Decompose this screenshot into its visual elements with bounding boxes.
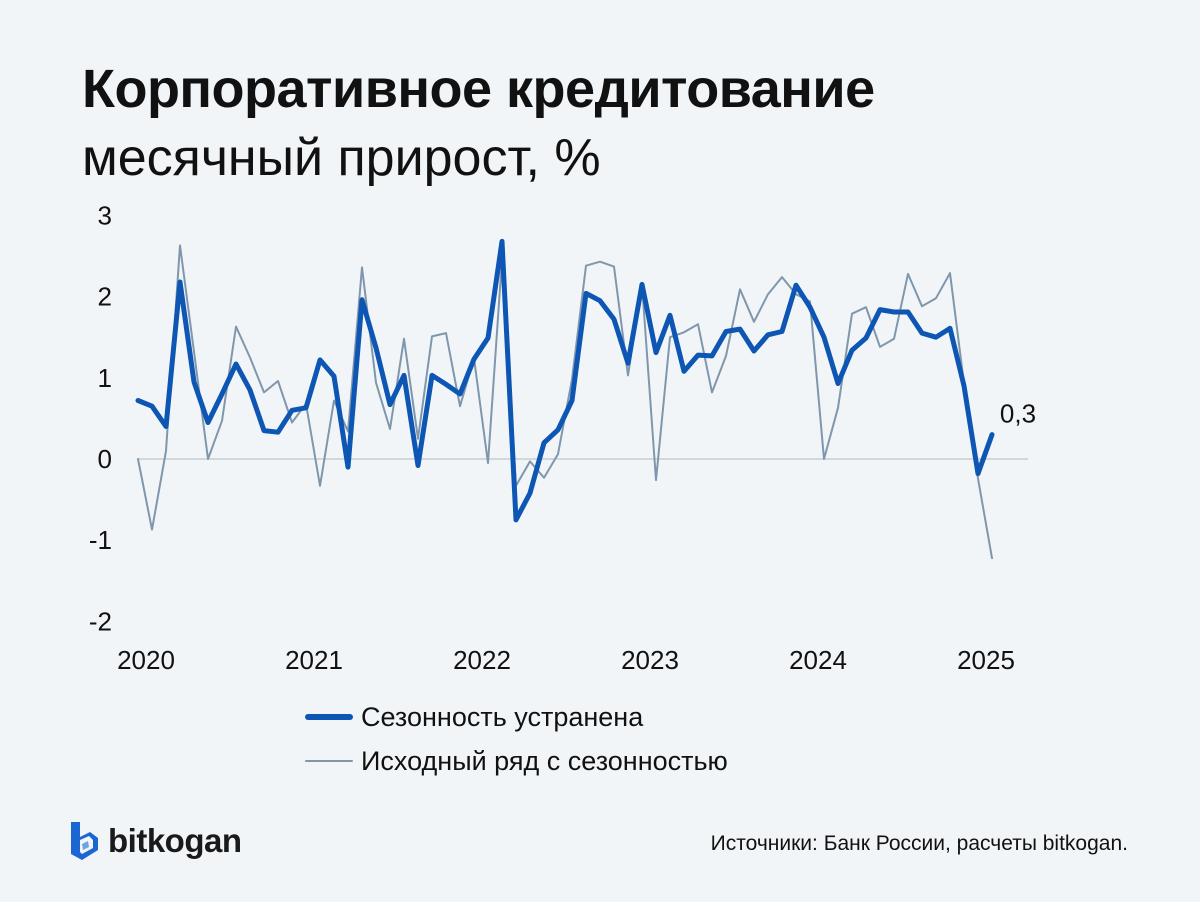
x-axis-ticks: 2020 2021 2022 2023 2024 2025 <box>117 645 1015 675</box>
x-tick-label: 2025 <box>957 645 1015 675</box>
y-tick-label: -2 <box>89 606 112 636</box>
y-tick-label: 2 <box>98 282 112 312</box>
series-group <box>135 238 995 560</box>
series-seasonally-adjusted-line <box>135 238 995 523</box>
y-tick-label: 0 <box>98 444 112 474</box>
y-tick-label: 3 <box>98 200 112 230</box>
brand-logo[interactable]: bitkogan <box>68 820 242 862</box>
source-note: Источники: Банк России, расчеты bitkogan… <box>710 832 1128 855</box>
logo-text: bitkogan <box>108 822 242 859</box>
chart-title: Корпоративное кредитование <box>82 59 875 119</box>
legend-swatch-seasonally-adjusted <box>305 714 353 720</box>
y-tick-label: 1 <box>98 363 112 393</box>
bitkogan-logo-icon <box>71 822 98 860</box>
series-raw-line <box>137 244 993 560</box>
chart-subtitle: месячный прирост, % <box>82 129 601 187</box>
legend-label-raw: Исходный ряд с сезонностью <box>361 745 728 776</box>
legend-item-seasonally-adjusted: Сезонность устранена <box>305 695 728 739</box>
legend-label-seasonally-adjusted: Сезонность устранена <box>361 701 644 732</box>
x-tick-label: 2023 <box>621 645 679 675</box>
x-tick-label: 2021 <box>285 645 343 675</box>
x-tick-label: 2022 <box>453 645 511 675</box>
last-value-label: 0,3 <box>1000 399 1036 429</box>
annotations: 0,3 <box>1000 399 1036 429</box>
chart-legend: Сезонность устранена Исходный ряд с сезо… <box>305 695 728 783</box>
line-chart: 3 2 1 0 -1 -2 2020 2021 2022 2023 2024 2025 0,3 <box>89 200 1036 675</box>
x-tick-label: 2020 <box>117 645 175 675</box>
legend-swatch-raw <box>305 760 353 762</box>
y-axis-ticks: 3 2 1 0 -1 -2 <box>89 200 112 636</box>
x-tick-label: 2024 <box>789 645 847 675</box>
y-tick-label: -1 <box>89 525 112 555</box>
legend-item-raw: Исходный ряд с сезонностью <box>305 739 728 783</box>
